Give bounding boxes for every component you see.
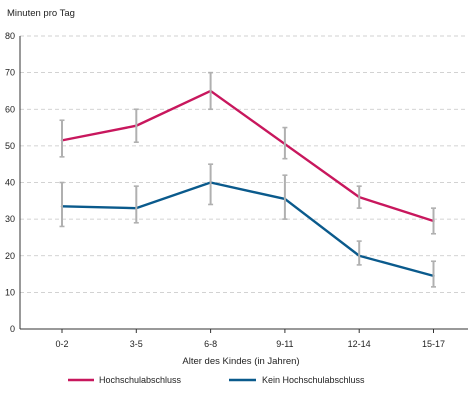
y-tick-label: 20 <box>5 251 15 261</box>
legend-label: Hochschulabschluss <box>99 375 182 385</box>
gridlines <box>20 35 468 293</box>
series-layer <box>59 71 436 288</box>
y-tick-label: 50 <box>5 141 15 151</box>
x-tick-label: 9-11 <box>276 339 293 349</box>
y-tick-label: 70 <box>5 68 15 78</box>
y-tick-label: 0 <box>10 324 15 334</box>
legend-label: Kein Hochschulabschluss <box>262 375 365 385</box>
y-axis-ticks: 0 10 20 30 40 50 60 70 80 <box>5 31 15 334</box>
x-tick-label: 3-5 <box>130 339 143 349</box>
x-axis-title: Alter des Kindes (in Jahren) <box>182 356 299 367</box>
y-tick-label: 40 <box>5 178 15 188</box>
legend: Hochschulabschluss Kein Hochschulabschlus… <box>68 375 365 385</box>
series-line <box>60 89 435 223</box>
y-axis-title: Minuten pro Tag <box>7 8 75 19</box>
y-tick-label: 30 <box>5 214 15 224</box>
series-line <box>60 181 435 278</box>
x-tick-label: 6-8 <box>204 339 217 349</box>
x-tick-label: 15-17 <box>422 339 445 349</box>
x-axis-ticks: 0-2 3-5 6-8 9-11 12-14 15-17 <box>55 329 445 349</box>
series-0 <box>59 71 436 235</box>
series-1 <box>59 163 436 288</box>
y-tick-label: 60 <box>5 104 15 114</box>
x-tick-label: 12-14 <box>348 339 371 349</box>
x-tick-label: 0-2 <box>55 339 68 349</box>
y-tick-label: 10 <box>5 287 15 297</box>
axes <box>19 36 468 330</box>
y-tick-label: 80 <box>5 31 15 41</box>
